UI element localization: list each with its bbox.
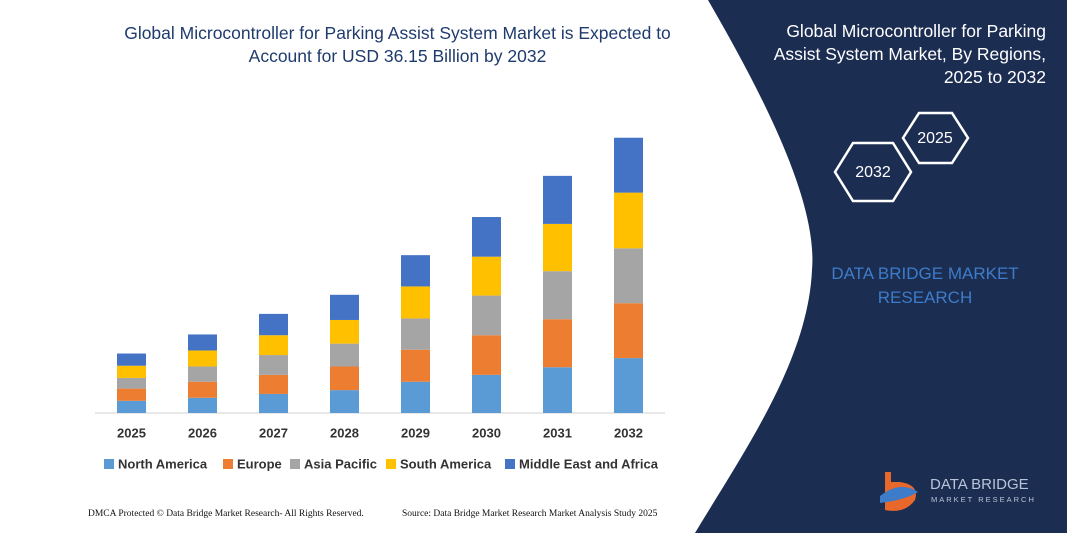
legend-swatch — [104, 459, 114, 469]
bar-segment — [614, 192, 643, 249]
legend-swatch — [386, 459, 396, 469]
x-tick-label: 2025 — [117, 425, 146, 440]
x-tick-label: 2032 — [614, 425, 643, 440]
x-tick-label: 2026 — [188, 425, 217, 440]
legend-swatch — [505, 459, 515, 469]
bar-segment — [259, 374, 288, 394]
bar-segment — [401, 255, 430, 287]
logo: DATA BRIDGE MARKET RESEARCH — [880, 472, 1036, 511]
bar-segment — [188, 381, 217, 398]
bar-segment — [401, 286, 430, 319]
hexagon — [833, 141, 913, 203]
bar-segment — [259, 393, 288, 413]
bar-segment — [401, 381, 430, 413]
legend-label: Asia Pacific — [304, 456, 377, 471]
x-tick-label: 2028 — [330, 425, 359, 440]
bar-segment — [614, 248, 643, 304]
bar-segment — [188, 366, 217, 382]
bar-segment — [543, 367, 572, 413]
bar-segment — [188, 350, 217, 367]
brand-text: DATA BRIDGE MARKET RESEARCH — [831, 264, 1019, 307]
bar-segment — [117, 377, 146, 389]
bar-segment — [472, 374, 501, 413]
x-tick-label: 2030 — [472, 425, 501, 440]
logo-icon — [880, 486, 918, 503]
bar-segment — [614, 137, 643, 193]
bar-segment — [117, 353, 146, 366]
hexagon — [901, 111, 970, 165]
hexagon-label: 2032 — [855, 164, 891, 181]
logo-name: DATA BRIDGE — [930, 476, 1029, 493]
side-background — [695, 0, 1067, 533]
legend-label: North America — [118, 456, 208, 471]
hexagon-label: 2025 — [917, 130, 953, 147]
bar-segment — [330, 294, 359, 320]
legend-swatch — [290, 459, 300, 469]
bar-segment — [543, 271, 572, 320]
bar-segment — [259, 335, 288, 356]
bar-segment — [188, 397, 217, 413]
bar-segment — [188, 334, 217, 351]
bar-segment — [401, 318, 430, 350]
bar-segment — [259, 355, 288, 375]
x-tick-label: 2031 — [543, 425, 572, 440]
bar-segment — [117, 400, 146, 413]
bar-segment — [330, 390, 359, 413]
footer-left: DMCA Protected © Data Bridge Market Rese… — [88, 509, 364, 519]
bar-segment — [401, 349, 430, 382]
logo-tagline: MARKET RESEARCH — [931, 495, 1036, 504]
bar-segment — [543, 319, 572, 368]
bar-segment — [330, 343, 359, 367]
bar-segment — [543, 223, 572, 272]
chart-title: Global Microcontroller for Parking Assis… — [124, 23, 671, 66]
bar-segment — [117, 365, 146, 378]
footer-right: Source: Data Bridge Market Research Mark… — [402, 509, 658, 519]
legend-swatch — [223, 459, 233, 469]
bar-segment — [330, 319, 359, 344]
side-title: Global Microcontroller for Parking Assis… — [773, 21, 1046, 87]
bar-segment — [330, 366, 359, 391]
bar-segment — [614, 358, 643, 413]
bar-segment — [472, 335, 501, 375]
legend-label: Europe — [237, 456, 282, 471]
legend-label: Middle East and Africa — [519, 456, 659, 471]
x-tick-label: 2029 — [401, 425, 430, 440]
legend-label: South America — [400, 456, 492, 471]
bar-segment — [543, 175, 572, 224]
bar-segment — [472, 295, 501, 336]
bar-segment — [259, 313, 288, 336]
x-tick-label: 2027 — [259, 425, 288, 440]
bar-segment — [472, 217, 501, 257]
bar-segment — [472, 256, 501, 296]
bar-segment — [614, 303, 643, 359]
bar-segment — [117, 388, 146, 401]
